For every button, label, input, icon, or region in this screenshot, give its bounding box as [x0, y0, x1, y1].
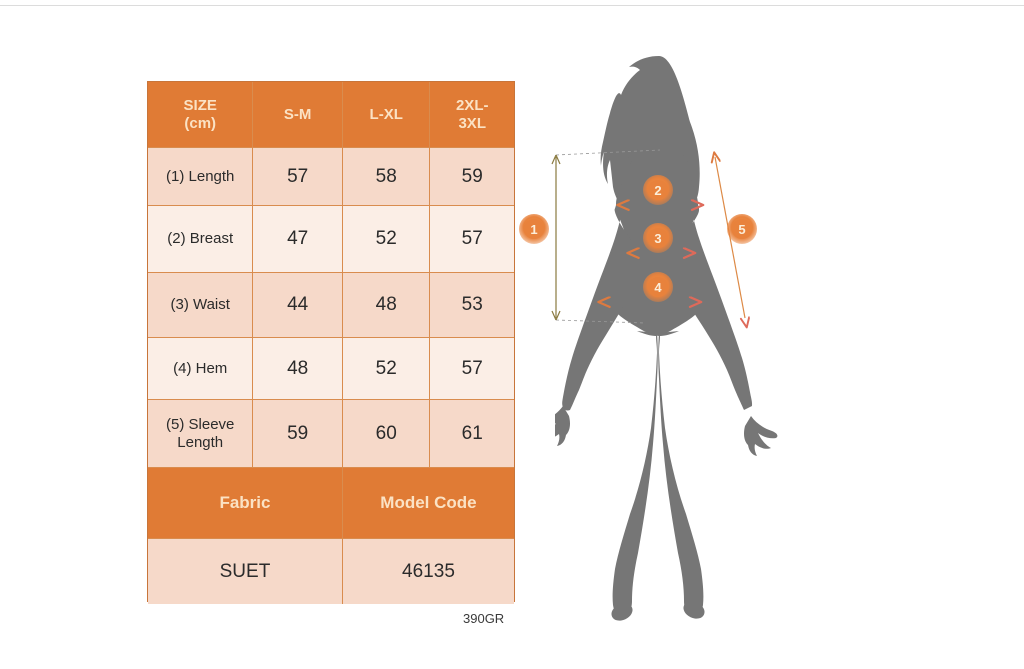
svg-text:1: 1 — [530, 222, 537, 237]
